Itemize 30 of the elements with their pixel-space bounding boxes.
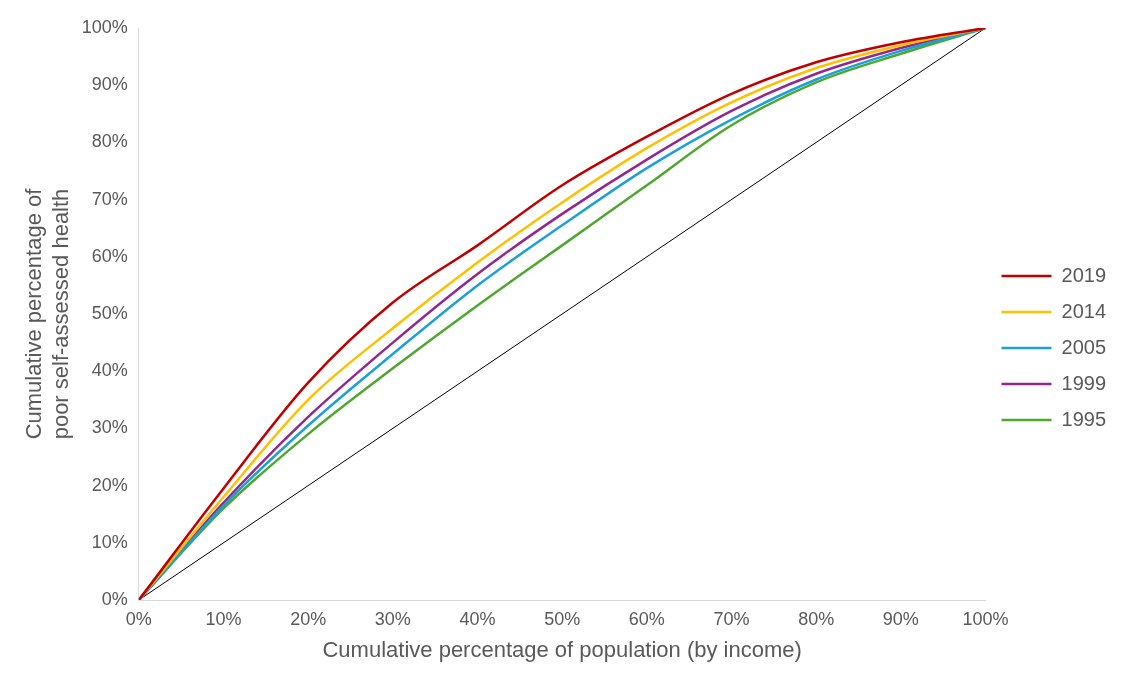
x-tick-label: 50% — [544, 608, 581, 629]
x-tick-label: 70% — [713, 608, 750, 629]
x-tick-label: 60% — [628, 608, 665, 629]
legend-label: 2019 — [1061, 263, 1107, 286]
x-tick-label: 90% — [882, 608, 919, 629]
legend-label: 1995 — [1061, 407, 1107, 430]
y-axis-title: Cumulative percentage of poor self-assessed health — [21, 187, 73, 440]
y-tick-label: 0% — [101, 588, 128, 609]
x-tick-label: 20% — [290, 608, 327, 629]
x-tick-label: 100% — [962, 608, 1009, 629]
y-tick-label: 30% — [91, 417, 128, 438]
y-tick-label: 50% — [91, 302, 128, 323]
x-tick-label: 30% — [374, 608, 411, 629]
x-axis-title: Cumulative percentage of population (by income) — [322, 636, 802, 662]
legend-label: 1999 — [1061, 371, 1107, 394]
x-tick-label: 80% — [798, 608, 835, 629]
y-tick-label: 60% — [91, 245, 128, 266]
x-tick-label: 10% — [205, 608, 242, 629]
y-tick-label: 10% — [91, 531, 128, 552]
y-tick-label: 70% — [91, 188, 128, 209]
y-tick-label: 80% — [91, 131, 128, 152]
x-tick-label: 40% — [459, 608, 496, 629]
legend-label: 2005 — [1061, 335, 1107, 358]
y-tick-label: 100% — [81, 16, 128, 37]
legend-label: 2014 — [1061, 299, 1107, 322]
y-tick-label: 40% — [91, 360, 128, 381]
y-tick-label: 90% — [91, 74, 128, 95]
line-series — [138, 28, 986, 600]
x-tick-label: 0% — [125, 608, 152, 629]
y-tick-label: 20% — [91, 474, 128, 495]
